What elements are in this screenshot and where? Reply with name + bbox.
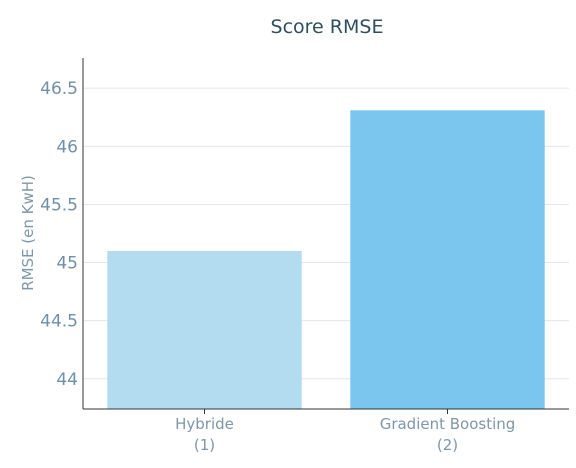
bar: [107, 250, 302, 409]
chart-title: Score RMSE: [271, 16, 384, 38]
y-axis-label: RMSE (en KwH): [19, 175, 37, 291]
y-tick-label: 46: [56, 137, 78, 157]
y-tick-labels: 44 44.5 45 45.5 46 46.5: [40, 79, 78, 390]
y-tick-label: 45.5: [40, 195, 78, 215]
y-tick-label: 44.5: [40, 312, 78, 332]
bar: [350, 110, 545, 409]
x-tick-labels: Hybride (1) Gradient Boosting (2): [175, 409, 515, 454]
x-tick-sublabel: (1): [194, 436, 215, 454]
y-tick-label: 45: [56, 254, 78, 274]
bars: [107, 110, 545, 409]
x-tick-sublabel: (2): [437, 436, 458, 454]
y-tick-label: 44: [56, 370, 78, 390]
x-tick-label: Hybride: [175, 415, 234, 433]
y-tick-label: 46.5: [40, 79, 78, 99]
x-tick-label: Gradient Boosting: [380, 415, 516, 433]
